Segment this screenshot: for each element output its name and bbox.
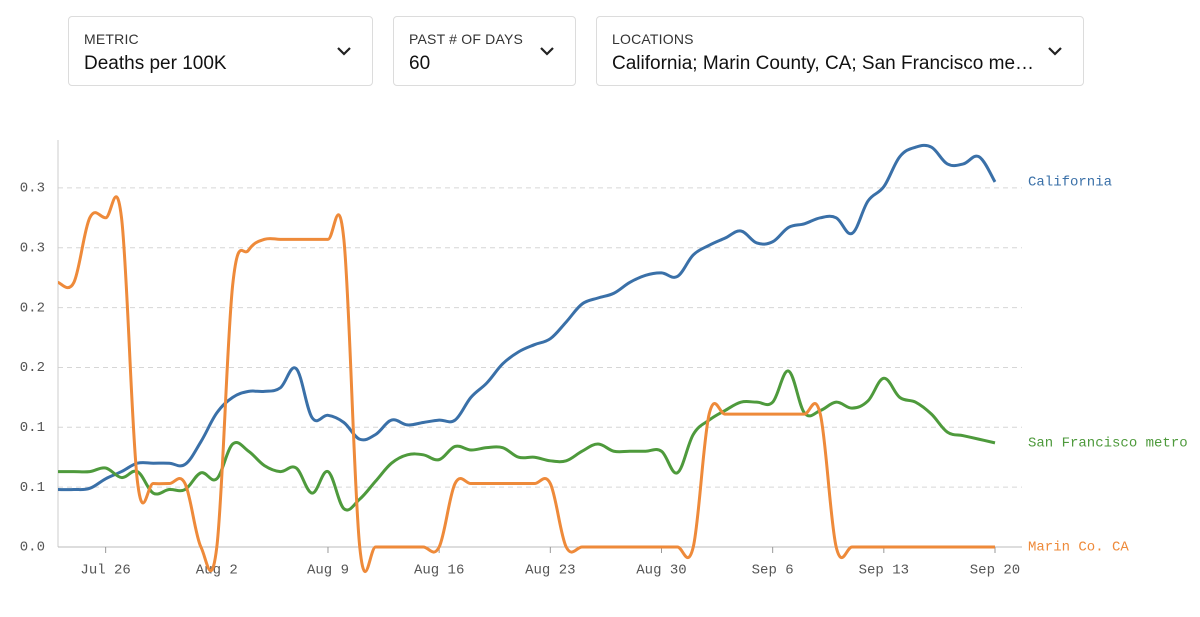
chevron: [337, 47, 351, 56]
series-label: San Francisco metro: [1028, 436, 1188, 452]
metric-dropdown[interactable]: METRIC Deaths per 100K: [68, 16, 373, 86]
y-tick-label: 0.1: [20, 480, 45, 496]
series-line: [57, 195, 995, 573]
x-tick-label: Sep 13: [859, 563, 909, 579]
y-tick-label: 0.3: [20, 240, 45, 256]
x-tick-label: Sep 20: [970, 563, 1020, 579]
x-tick-label: Jul 26: [80, 563, 130, 579]
days-dropdown[interactable]: PAST # OF DAYS 60: [393, 16, 576, 86]
y-tick-label: 0.1: [20, 420, 45, 436]
chevron: [1048, 47, 1062, 56]
x-tick-label: Aug 9: [307, 563, 349, 579]
y-tick-label: 0.2: [20, 360, 45, 376]
series-label: Marin Co. CA: [1028, 540, 1129, 556]
y-tick-label: 0.0: [20, 540, 45, 556]
chevron: [540, 47, 554, 56]
dropdown-label: PAST # OF DAYS: [409, 31, 524, 47]
y-tick-label: 0.2: [20, 300, 45, 316]
x-tick-label: Aug 16: [414, 563, 464, 579]
series-line: [57, 143, 997, 492]
x-tick-label: Sep 6: [752, 563, 794, 579]
dropdown-label: LOCATIONS: [612, 31, 694, 47]
series-line: [57, 369, 996, 512]
x-tick-label: Aug 2: [196, 563, 238, 579]
x-tick-label: Aug 30: [636, 563, 686, 579]
dropdown-label: METRIC: [84, 31, 139, 47]
locations-dropdown[interactable]: LOCATIONS California; Marin County, CA; …: [596, 16, 1084, 86]
series-label: California: [1028, 175, 1112, 191]
x-tick-label: Aug 23: [525, 563, 575, 579]
y-tick-label: 0.3: [20, 181, 45, 197]
